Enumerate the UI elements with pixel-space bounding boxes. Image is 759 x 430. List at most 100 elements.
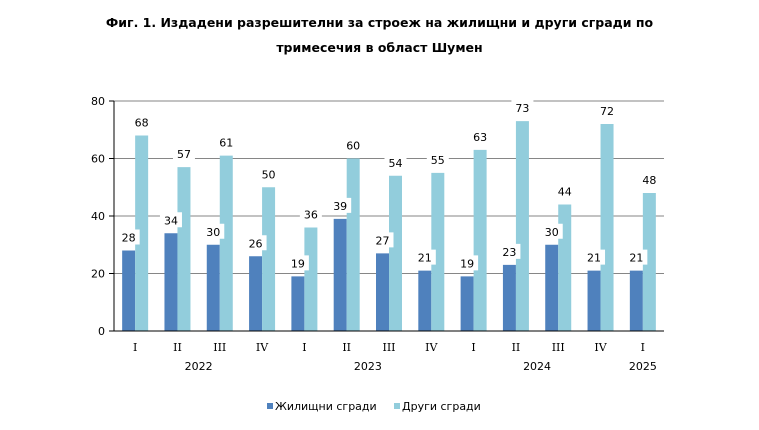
bar-other — [515, 121, 529, 331]
chart-title: Фиг. 1. Издадени разрешителни за строеж … — [0, 10, 759, 60]
data-label-bg — [159, 212, 182, 228]
data-label: 44 — [558, 186, 572, 199]
data-label-bg — [286, 255, 309, 271]
data-label-bg — [329, 197, 352, 213]
bar-other — [304, 227, 318, 331]
x-tick-label: I — [302, 341, 306, 354]
data-label: 73 — [515, 102, 529, 115]
x-tick-label: III — [382, 341, 395, 354]
data-label: 19 — [291, 257, 305, 270]
data-label: 28 — [122, 232, 136, 245]
bar-residential — [206, 244, 220, 331]
year-label: 2025 — [629, 360, 657, 373]
data-label: 34 — [164, 214, 178, 227]
data-label: 55 — [431, 154, 445, 167]
x-tick-label: I — [471, 341, 475, 354]
year-label: 2022 — [185, 360, 213, 373]
y-tick-label: 20 — [91, 268, 105, 281]
data-label: 21 — [418, 252, 432, 265]
data-label-bg — [638, 172, 661, 187]
data-label-bg — [130, 114, 153, 130]
data-label: 27 — [376, 234, 390, 247]
data-label-bg — [215, 134, 238, 150]
legend-label: Други сгради — [402, 400, 481, 413]
x-tick-label: III — [552, 341, 565, 354]
year-label: 2024 — [523, 360, 551, 373]
data-label: 72 — [600, 105, 614, 118]
legend-label: Жилищни сгради — [275, 400, 377, 413]
bar-other — [558, 204, 572, 331]
bar-residential — [122, 250, 136, 331]
x-tick-label: III — [213, 341, 226, 354]
title-line-1: Фиг. 1. Издадени разрешителни за строеж … — [105, 15, 654, 30]
data-label-bg — [172, 146, 195, 162]
data-label: 54 — [389, 157, 403, 170]
data-label: 30 — [206, 226, 220, 239]
data-label: 63 — [473, 131, 487, 144]
data-label-bg — [299, 206, 322, 222]
data-label-bg — [456, 255, 479, 271]
data-label: 26 — [249, 237, 263, 250]
bar-residential — [587, 270, 601, 331]
y-tick-label: 60 — [91, 153, 105, 166]
bar-other — [600, 124, 614, 331]
x-tick-label: IV — [425, 341, 438, 354]
data-label: 30 — [545, 226, 559, 239]
bar-other — [431, 172, 445, 331]
bar-residential — [333, 218, 347, 331]
bar-residential — [502, 264, 516, 331]
data-label: 68 — [135, 117, 149, 130]
data-label-bg — [384, 154, 407, 170]
x-tick-label: I — [641, 341, 645, 354]
x-tick-label: II — [512, 341, 521, 354]
bar-residential — [545, 244, 559, 331]
data-label: 21 — [587, 252, 601, 265]
bar-other — [473, 149, 487, 331]
x-tick-label: I — [133, 341, 137, 354]
data-label: 57 — [177, 148, 191, 161]
data-label-bg — [469, 128, 492, 144]
y-tick-label: 80 — [91, 95, 105, 108]
data-label: 21 — [629, 252, 643, 265]
data-label-bg — [244, 235, 267, 251]
data-label: 61 — [219, 137, 233, 150]
legend-swatch — [394, 403, 400, 409]
legend-swatch — [267, 403, 273, 409]
data-label-bg — [426, 151, 449, 167]
x-tick-label: II — [173, 341, 182, 354]
x-tick-label: IV — [256, 341, 269, 354]
x-tick-label: II — [342, 341, 351, 354]
bar-other — [642, 193, 656, 331]
bar-other — [219, 155, 233, 331]
data-label-bg — [511, 100, 534, 116]
bar-other — [135, 135, 149, 331]
bar-other — [346, 158, 360, 331]
year-label: 2023 — [354, 360, 382, 373]
data-label: 39 — [333, 200, 347, 213]
bar-residential — [629, 270, 643, 331]
bar-residential — [460, 276, 474, 331]
bar-residential — [418, 270, 432, 331]
title-line-2: тримесечия в област Шумен — [276, 40, 483, 55]
y-tick-label: 0 — [98, 325, 105, 338]
data-label-bg — [413, 249, 436, 265]
data-label-bg — [553, 183, 576, 199]
data-label-bg — [596, 103, 619, 118]
data-label: 60 — [346, 140, 360, 153]
bar-other — [389, 175, 402, 331]
data-label-bg — [625, 249, 648, 265]
bar-other — [262, 187, 276, 331]
data-label-bg — [498, 243, 521, 259]
bar-other — [177, 167, 191, 331]
data-label-bg — [202, 223, 225, 239]
data-label-bg — [257, 166, 280, 182]
data-label-bg — [117, 229, 140, 245]
data-label-bg — [540, 223, 563, 239]
data-label-bg — [371, 232, 394, 248]
bar-residential — [291, 276, 305, 331]
bar-residential — [164, 233, 178, 331]
data-label: 48 — [642, 174, 656, 187]
data-label: 50 — [262, 168, 276, 181]
data-label: 36 — [304, 209, 318, 222]
